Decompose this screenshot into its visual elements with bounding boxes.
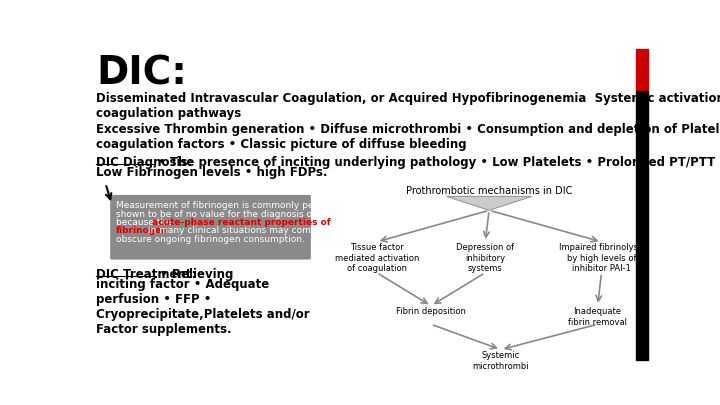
Text: acute-phase reactant properties of: acute-phase reactant properties of <box>152 218 330 227</box>
Text: Excessive Thrombin generation • Diffuse microthrombi • Consumption and depletion: Excessive Thrombin generation • Diffuse … <box>96 123 720 151</box>
Polygon shape <box>446 196 532 210</box>
Text: Prothrombotic mechanisms in DIC: Prothrombotic mechanisms in DIC <box>406 185 572 196</box>
Text: in many clinical situations may completely: in many clinical situations may complete… <box>145 226 342 235</box>
Text: Impaired fibrinolysis
by high levels of
inhibitor PAI-1: Impaired fibrinolysis by high levels of … <box>559 243 644 273</box>
Text: inciting factor • Adequate
perfusion • FFP •
Cryoprecipitate,Platelets and/or
Fa: inciting factor • Adequate perfusion • F… <box>96 278 310 336</box>
Text: DIC Treatment:: DIC Treatment: <box>96 268 197 281</box>
Text: Depression of
inhibitory
systems: Depression of inhibitory systems <box>456 243 514 273</box>
Text: • The presence of inciting underlying pathology • Low Platelets • Prolonged PT/P: • The presence of inciting underlying pa… <box>153 156 720 169</box>
Text: DIC:: DIC: <box>96 55 187 93</box>
Text: Systemic
microthrombi: Systemic microthrombi <box>472 351 529 371</box>
Bar <box>636 91 648 360</box>
Text: DIC Diagnosis:: DIC Diagnosis: <box>96 156 192 169</box>
Text: shown to be of no value for the diagnosis of DIC, especially: shown to be of no value for the diagnosi… <box>116 209 384 219</box>
Text: Disseminated Intravascular Coagulation, or Acquired Hypofibrinogenemia  Systemic: Disseminated Intravascular Coagulation, … <box>96 92 720 120</box>
Text: Low Fibrinogen levels • high FDPs.: Low Fibrinogen levels • high FDPs. <box>96 166 328 179</box>
Text: fibrinogen: fibrinogen <box>116 226 168 235</box>
FancyBboxPatch shape <box>110 195 311 260</box>
Text: Fibrin deposition: Fibrin deposition <box>396 307 466 316</box>
Text: • Relieving: • Relieving <box>156 268 233 281</box>
Bar <box>636 49 648 91</box>
Text: obscure ongoing fibrinogen consumption.: obscure ongoing fibrinogen consumption. <box>116 235 305 244</box>
Text: Measurement of fibrinogen is commonly performed but has: Measurement of fibrinogen is commonly pe… <box>116 201 386 210</box>
Text: Inadequate
fibrin removal: Inadequate fibrin removal <box>568 307 627 327</box>
Text: Tissue factor
mediated activation
of coagulation: Tissue factor mediated activation of coa… <box>335 243 419 273</box>
Text: because the: because the <box>116 218 174 227</box>
